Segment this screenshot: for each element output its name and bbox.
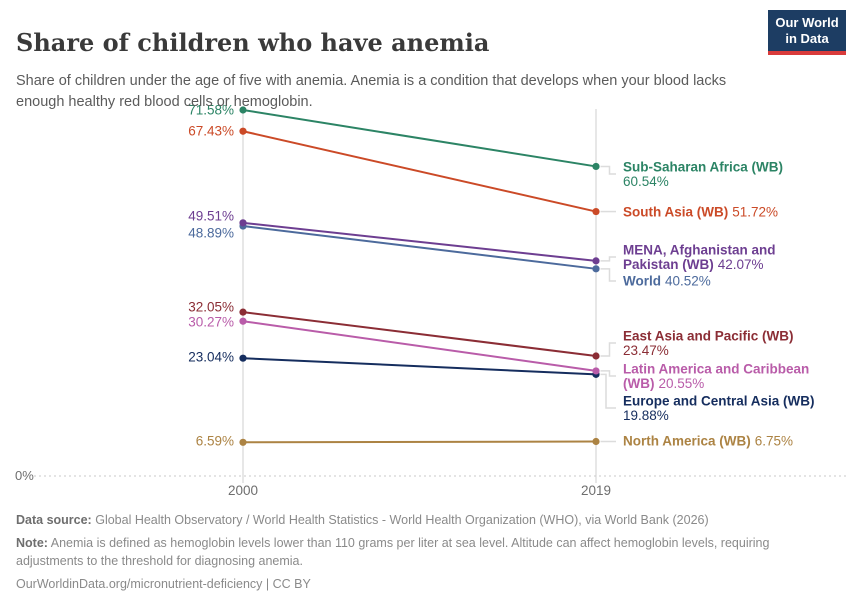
start-value-label: 30.27% bbox=[188, 315, 234, 330]
start-value-label: 23.04% bbox=[188, 350, 234, 365]
data-point-start[interactable] bbox=[239, 308, 247, 316]
data-point-end[interactable] bbox=[592, 207, 600, 216]
series-line[interactable] bbox=[242, 109, 597, 168]
owid-logo[interactable]: Our World in Data bbox=[768, 10, 846, 55]
note-label: Note: bbox=[16, 536, 48, 550]
data-point-end[interactable] bbox=[592, 162, 600, 171]
x-tick-2019: 2019 bbox=[581, 483, 611, 498]
series-name-label[interactable]: Latin America and Caribbean bbox=[623, 362, 809, 377]
data-point-start[interactable] bbox=[239, 438, 247, 446]
end-value-label: 42.07% bbox=[718, 257, 764, 272]
series-line[interactable] bbox=[242, 311, 597, 357]
start-value-label: 49.51% bbox=[188, 209, 234, 224]
start-value-label: 67.43% bbox=[188, 124, 234, 139]
note-text: Anemia is defined as hemoglobin levels l… bbox=[16, 536, 770, 568]
series-latin-america-and-caribbean-wb[interactable]: 30.27% Latin America and Caribbean(WB) 20.… bbox=[188, 315, 809, 392]
series-world[interactable]: 48.89% World 40.52% bbox=[188, 222, 711, 289]
chart-subtitle: Share of children under the age of five … bbox=[16, 72, 727, 110]
end-value-label: 60.54% bbox=[623, 174, 669, 189]
end-value-label: 19.88% bbox=[623, 408, 669, 423]
data-point-start[interactable] bbox=[239, 219, 247, 227]
end-value-label: 20.55% bbox=[658, 376, 704, 391]
data-point-start[interactable] bbox=[239, 354, 247, 362]
series-name-label[interactable]: North America (WB) 6.75% bbox=[623, 434, 793, 449]
data-point-end[interactable] bbox=[592, 352, 600, 360]
series-name-label[interactable]: MENA, Afghanistan and bbox=[623, 243, 776, 258]
data-source-line: Data source: Global Health Observatory /… bbox=[16, 511, 836, 529]
note-line: Note: Anemia is defined as hemoglobin le… bbox=[16, 534, 836, 570]
series-line[interactable] bbox=[242, 357, 597, 376]
series-line[interactable] bbox=[242, 130, 597, 213]
x-tick-2000: 2000 bbox=[228, 483, 258, 498]
series-name-label[interactable]: East Asia and Pacific (WB) bbox=[623, 329, 794, 344]
end-value-label: 40.52% bbox=[665, 274, 711, 289]
start-value-label: 48.89% bbox=[188, 226, 234, 241]
chart-title: Share of children who have anemia bbox=[16, 28, 490, 58]
series-name-label[interactable]: (WB) 20.55% bbox=[623, 376, 704, 391]
data-point-start[interactable] bbox=[239, 317, 247, 325]
leader-line bbox=[600, 373, 616, 409]
owid-logo-line2: in Data bbox=[785, 31, 829, 46]
data-point-end[interactable] bbox=[592, 265, 600, 273]
series-name-label[interactable]: World 40.52% bbox=[623, 274, 711, 289]
data-point-end[interactable] bbox=[592, 257, 600, 265]
data-source-text: Global Health Observatory / World Health… bbox=[95, 513, 709, 527]
leader-line bbox=[600, 370, 616, 377]
owid-logo-line1: Our World bbox=[775, 15, 839, 30]
series-north-america-wb[interactable]: 6.59% North America (WB) 6.75% bbox=[196, 434, 793, 449]
chart-footer: Data source: Global Health Observatory /… bbox=[16, 511, 836, 598]
start-value-label: 6.59% bbox=[196, 434, 234, 449]
data-point-end[interactable] bbox=[592, 437, 600, 446]
series-name-label[interactable]: Pakistan (WB) 42.07% bbox=[623, 257, 764, 272]
data-point-start[interactable] bbox=[239, 106, 247, 114]
series-line[interactable] bbox=[242, 320, 597, 372]
series-name-label[interactable]: Europe and Central Asia (WB) bbox=[623, 394, 815, 409]
y-axis-zero-label: 0% bbox=[15, 468, 34, 483]
end-value-label: 51.72% bbox=[732, 205, 778, 220]
series-east-asia-and-pacific-wb[interactable]: 32.05% East Asia and Pacific (WB)23.47% bbox=[188, 300, 794, 360]
series-line[interactable] bbox=[242, 225, 597, 270]
leader-line bbox=[600, 268, 616, 282]
leader-line bbox=[600, 165, 616, 175]
data-source-label: Data source: bbox=[16, 513, 92, 527]
series-name-label[interactable]: South Asia (WB) 51.72% bbox=[623, 205, 778, 220]
start-value-label: 32.05% bbox=[188, 300, 234, 315]
leader-line bbox=[600, 256, 616, 262]
start-value-label: 71.58% bbox=[188, 103, 234, 118]
leader-line bbox=[600, 342, 616, 357]
series-line[interactable] bbox=[242, 440, 597, 444]
series-line[interactable] bbox=[242, 221, 597, 262]
end-value-label: 23.47% bbox=[623, 343, 669, 358]
data-point-start[interactable] bbox=[239, 127, 247, 135]
data-point-end[interactable] bbox=[592, 367, 600, 375]
series-south-asia-wb[interactable]: 67.43% South Asia (WB) 51.72% bbox=[188, 124, 778, 220]
series-sub-saharan-africa-wb[interactable]: 71.58% Sub-Saharan Africa (WB)60.54% bbox=[188, 103, 783, 190]
series-name-label[interactable]: Sub-Saharan Africa (WB) bbox=[623, 160, 783, 175]
end-value-label: 6.75% bbox=[755, 434, 793, 449]
owid-citation-link[interactable]: OurWorldinData.org/micronutrient-deficie… bbox=[16, 577, 311, 591]
